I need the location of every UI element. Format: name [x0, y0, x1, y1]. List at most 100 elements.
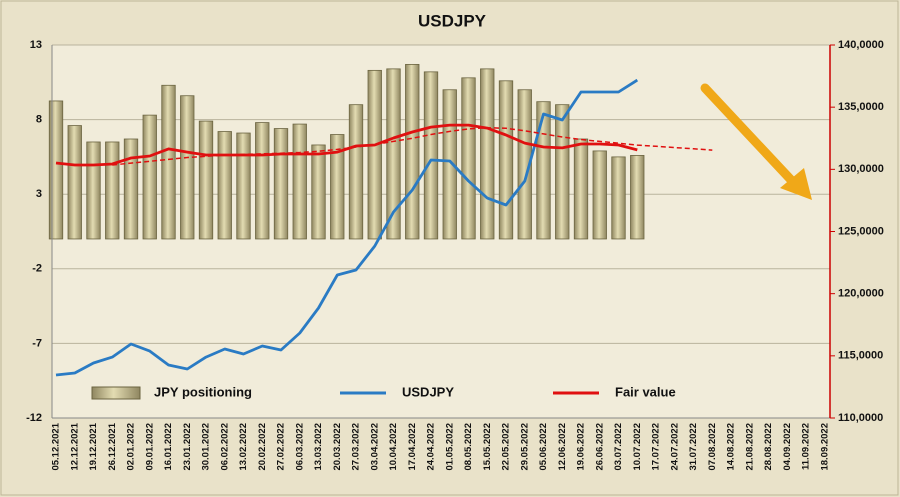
- x-tick-label: 11.09.2022: [801, 423, 812, 470]
- y2-tick-label: 125,0000: [838, 225, 884, 237]
- x-tick-label: 23.01.2022: [182, 423, 193, 471]
- line: [55, 123, 638, 167]
- x-tick-label: 05.12.2021: [51, 422, 62, 470]
- x-tick-label: 09.01.2022: [144, 423, 155, 471]
- x-tick-label: 27.03.2022: [351, 423, 362, 471]
- x-tick-label: 24.07.2022: [669, 423, 680, 471]
- x-tick-label: 21.08.2022: [744, 423, 755, 471]
- legend-swatch: [91, 386, 141, 400]
- bar: [311, 144, 326, 240]
- x-tick-label: 07.08.2022: [707, 423, 718, 471]
- bar: [592, 150, 607, 240]
- bar: [461, 77, 476, 240]
- legend-label: USDJPY: [402, 384, 454, 399]
- y2-tick-label: 110,0000: [838, 412, 883, 424]
- bar: [142, 114, 157, 240]
- y2-tick-label: 140,0000: [838, 39, 884, 51]
- y-tick-label: -12: [26, 412, 42, 424]
- bar: [67, 125, 82, 240]
- x-tick-label: 17.07.2022: [651, 423, 662, 471]
- bar: [48, 100, 64, 240]
- legend-label: JPY positioning: [154, 384, 252, 399]
- trend-arrow: [700, 83, 798, 187]
- x-tick-label: 04.09.2022: [782, 423, 793, 471]
- bar: [236, 132, 251, 240]
- x-tick-label: 16.01.2022: [163, 423, 174, 471]
- y2-tick-label: 130,0000: [838, 163, 884, 175]
- x-tick-label: 18.09.2022: [819, 423, 830, 471]
- x-tick-label: 26.12.2021: [107, 422, 118, 470]
- x-tick-label: 29.05.2022: [519, 423, 530, 471]
- x-tick-label: 06.02.2022: [219, 423, 230, 471]
- x-tick-label: 27.02.2022: [276, 423, 287, 471]
- y2-tick-label: 115,0000: [838, 350, 883, 362]
- x-tick-label: 03.07.2022: [613, 423, 624, 471]
- x-tick-label: 08.05.2022: [463, 423, 474, 471]
- x-tick-label: 10.07.2022: [632, 423, 643, 471]
- bar: [630, 155, 645, 240]
- line: [55, 78, 639, 377]
- y-tick-label: -7: [32, 337, 42, 349]
- x-tick-label: 31.07.2022: [688, 423, 699, 471]
- bar: [386, 68, 401, 240]
- bar: [330, 134, 345, 240]
- bar: [480, 68, 495, 240]
- bar: [498, 80, 514, 240]
- x-tick-label: 22.05.2022: [501, 423, 512, 471]
- bar: [105, 141, 120, 240]
- bar: [405, 63, 420, 240]
- bar: [423, 71, 439, 240]
- y-tick-label: -2: [32, 263, 42, 275]
- bar: [273, 128, 289, 240]
- x-tick-label: 28.08.2022: [763, 423, 774, 471]
- y-tick-label: 8: [36, 114, 42, 126]
- bar: [180, 95, 195, 240]
- bar: [123, 138, 139, 240]
- y-tick-label: 3: [36, 188, 42, 200]
- bar: [367, 69, 382, 240]
- y-tick-label: 13: [30, 39, 42, 51]
- bar: [555, 104, 570, 240]
- x-tick-label: 13.03.2022: [313, 423, 324, 471]
- marks: [48, 63, 713, 377]
- x-tick-label: 06.03.2022: [294, 423, 305, 471]
- legend-label: Fair value: [615, 384, 676, 399]
- x-tick-label: 24.04.2022: [426, 423, 437, 471]
- bar: [161, 84, 176, 240]
- x-tick-label: 20.02.2022: [257, 423, 268, 471]
- bar: [517, 89, 532, 240]
- bar: [86, 141, 101, 240]
- x-tick-label: 01.05.2022: [444, 423, 455, 471]
- trend-arrow-head: [780, 168, 812, 200]
- x-tick-label: 03.04.2022: [369, 423, 380, 471]
- dashed-line: [112, 126, 713, 166]
- x-tick-label: 10.04.2022: [388, 423, 399, 471]
- bar: [611, 156, 626, 240]
- chart-title: USDJPY: [418, 11, 487, 30]
- x-tick-label: 20.03.2022: [332, 423, 343, 471]
- x-tick-label: 17.04.2022: [407, 423, 418, 471]
- bar: [573, 138, 589, 240]
- x-tick-label: 05.06.2022: [538, 423, 549, 471]
- x-tick-label: 15.05.2022: [482, 423, 493, 471]
- bar: [348, 104, 364, 240]
- bar: [442, 89, 457, 240]
- x-tick-label: 26.06.2022: [594, 423, 605, 471]
- bar: [217, 131, 232, 240]
- y2-tick-label: 135,0000: [838, 101, 884, 113]
- bar: [292, 123, 307, 240]
- x-tick-label: 30.01.2022: [201, 423, 212, 471]
- bar: [198, 120, 214, 240]
- bar: [536, 101, 551, 240]
- x-tick-label: 12.06.2022: [557, 423, 568, 471]
- x-tick-label: 19.12.2021: [88, 422, 99, 470]
- x-tick-label: 19.06.2022: [576, 423, 587, 471]
- y2-tick-label: 120,0000: [838, 288, 884, 300]
- x-tick-label: 02.01.2022: [126, 423, 137, 471]
- x-tick-label: 14.08.2022: [726, 423, 737, 471]
- bar: [255, 122, 270, 240]
- axes: 13 8 3 -2 -7 -12 140,0000 135,0000 130,0000 125,0…: [26, 39, 884, 471]
- x-tick-label: 13.02.2022: [238, 423, 249, 471]
- x-tick-label: 12.12.2021: [69, 422, 80, 470]
